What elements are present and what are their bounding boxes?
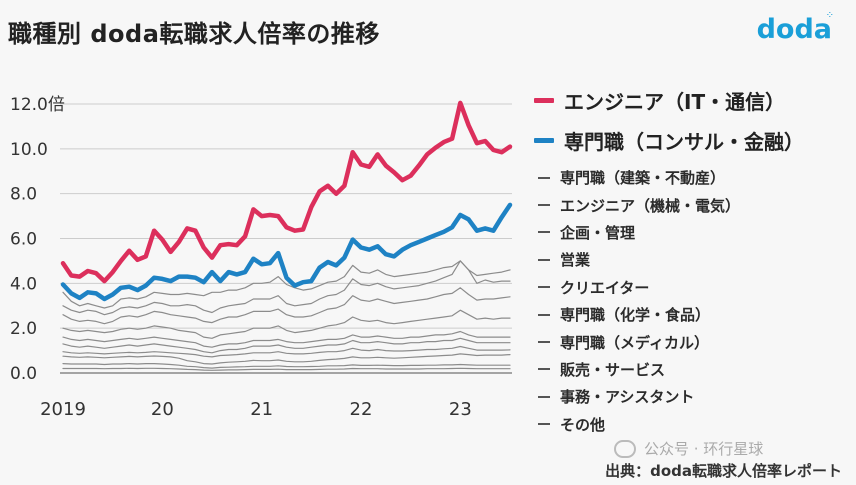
series-line	[62, 363, 511, 369]
legend-label: 営業	[560, 251, 591, 270]
legend-swatch	[538, 423, 550, 426]
legend-swatch	[538, 176, 550, 179]
x-tick-label: 2019	[40, 399, 86, 420]
legend-swatch	[538, 368, 550, 371]
legend-entry: 企画・管理	[534, 219, 834, 246]
y-tick-label: 12.0倍	[10, 95, 65, 115]
series-line	[62, 260, 511, 309]
wechat-icon	[614, 439, 636, 458]
doda-logo: doda	[756, 14, 832, 45]
watermark: 公众号 · 环行星球	[614, 438, 763, 459]
x-tick-label: 23	[449, 399, 472, 420]
y-tick-label: 8.0	[10, 185, 37, 205]
legend-swatch	[538, 313, 550, 316]
series-line	[62, 337, 511, 354]
series-line	[60, 100, 513, 284]
series-line	[62, 345, 511, 358]
legend-swatch	[538, 395, 550, 398]
y-tick-label: 2.0	[10, 319, 37, 339]
legend-label: エンジニア（機械・電気）	[560, 196, 741, 215]
series-line	[62, 309, 511, 339]
legend-entry: 専門職（建築・不動産）	[534, 164, 834, 191]
legend-label: その他	[560, 415, 606, 434]
legend-label: 専門職（メディカル）	[560, 333, 709, 352]
legend-label: 専門職（建築・不動産）	[560, 169, 726, 188]
series-line	[62, 260, 511, 316]
chart-title: 職種別 doda転職求人倍率の推移	[8, 20, 380, 48]
legend-swatch	[538, 286, 550, 289]
legend-entry: 営業	[534, 246, 834, 273]
series-line	[62, 367, 511, 371]
legend-entry: クリエイター	[534, 274, 834, 301]
legend-swatch	[534, 97, 554, 103]
legend-swatch	[538, 258, 550, 261]
legend-entry: 専門職（化学・食品）	[534, 301, 834, 328]
legend-entry: 専門職（メディカル）	[534, 328, 834, 355]
y-tick-label: 6.0	[10, 230, 37, 250]
watermark-text: 公众号 · 环行星球	[644, 440, 764, 458]
legend-entry: その他	[534, 411, 834, 438]
legend-entry: 専門職（コンサル・金融）	[534, 120, 834, 160]
legend-entry: 販売・サービス	[534, 356, 834, 383]
logo-sparkle-icon: ⁘	[825, 10, 834, 21]
legend-label: 事務・アシスタント	[560, 388, 695, 407]
source-note: 出典：doda転職求人倍率レポート	[605, 462, 842, 480]
y-tick-label: 4.0	[10, 274, 37, 294]
series-line	[60, 202, 513, 302]
legend-label: クリエイター	[560, 278, 650, 297]
legend-swatch	[538, 341, 550, 344]
legend-entry: 事務・アシスタント	[534, 383, 834, 410]
x-tick-label: 21	[250, 399, 273, 420]
series-line	[62, 353, 511, 365]
legend-entry: エンジニア（機械・電気）	[534, 191, 834, 218]
legend-label: エンジニア（IT・通信）	[564, 89, 786, 114]
legend-swatch	[534, 137, 554, 143]
legend-label: 専門職（コンサル・金融）	[564, 129, 804, 154]
y-tick-label: 10.0	[10, 140, 48, 160]
legend: エンジニア（IT・通信） 専門職（コンサル・金融） 専門職（建築・不動産） エンジニア…	[534, 80, 834, 438]
x-tick-label: 22	[350, 399, 373, 420]
legend-label: 専門職（化学・食品）	[560, 306, 711, 325]
legend-label: 企画・管理	[560, 223, 636, 242]
series-line	[62, 287, 511, 325]
legend-label: 販売・サービス	[560, 360, 666, 379]
x-tick-label: 20	[151, 399, 174, 420]
legend-entry: エンジニア（IT・通信）	[534, 80, 834, 120]
legend-swatch	[538, 204, 550, 207]
series-line	[62, 330, 511, 348]
legend-swatch	[538, 231, 550, 234]
y-tick-label: 0.0	[10, 364, 37, 384]
